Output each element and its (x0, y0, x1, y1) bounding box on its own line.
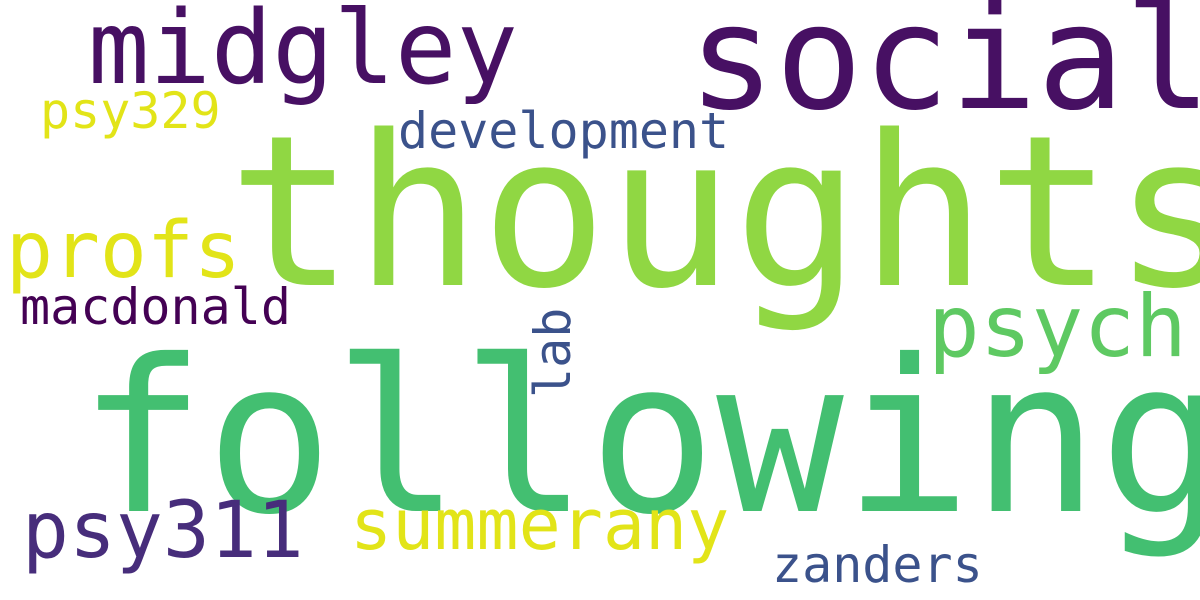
word-profs: profs (6, 206, 241, 296)
word-summerany: summerany (350, 484, 730, 566)
word-psy329: psy329 (40, 82, 221, 140)
word-psych: psych (928, 277, 1187, 377)
word-development: development (398, 102, 730, 160)
word-thoughts: thoughts (228, 90, 1200, 335)
word-following: following (78, 314, 1200, 561)
word-psy311: psy311 (22, 486, 304, 576)
word-lab: lab (524, 307, 582, 398)
word-zanders: zanders (772, 536, 983, 594)
word-macdonald: macdonald (20, 278, 291, 336)
word-social: social (688, 0, 1200, 143)
word-midgley: midgley (88, 0, 518, 108)
